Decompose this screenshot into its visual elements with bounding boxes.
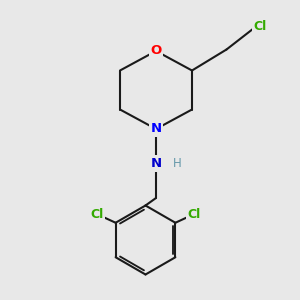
Text: O: O xyxy=(150,44,162,58)
Text: N: N xyxy=(150,122,162,136)
Text: N: N xyxy=(150,157,162,170)
Text: Cl: Cl xyxy=(254,20,267,33)
Text: Cl: Cl xyxy=(187,208,200,221)
Text: H: H xyxy=(172,157,182,170)
Text: Cl: Cl xyxy=(91,208,104,221)
